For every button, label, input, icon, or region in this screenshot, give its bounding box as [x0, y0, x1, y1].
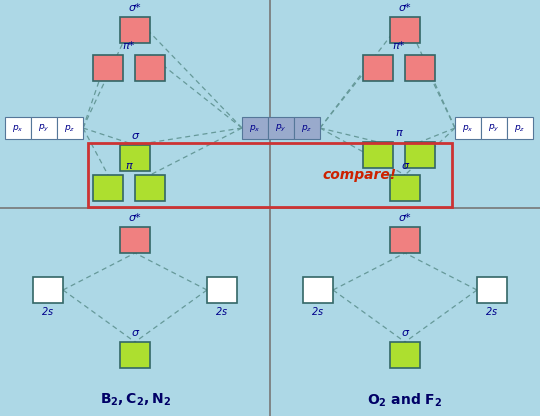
Text: σ: σ: [402, 328, 408, 338]
Text: 2$s$: 2$s$: [312, 305, 325, 317]
Bar: [477, 277, 507, 303]
Bar: [303, 277, 333, 303]
Bar: [481, 117, 507, 139]
Bar: [120, 17, 150, 43]
Bar: [57, 117, 83, 139]
Text: $p_z$: $p_z$: [64, 122, 76, 134]
Bar: [5, 117, 31, 139]
Bar: [390, 17, 420, 43]
Bar: [207, 277, 237, 303]
Bar: [120, 342, 150, 368]
Text: σ*: σ*: [129, 213, 141, 223]
Text: $p_x$: $p_x$: [249, 122, 261, 134]
Text: π*: π*: [393, 41, 405, 51]
Text: σ: σ: [132, 328, 138, 338]
Text: $p_z$: $p_z$: [301, 122, 313, 134]
Text: 2$s$: 2$s$: [485, 305, 498, 317]
Text: $p_y$: $p_y$: [38, 122, 50, 134]
Text: $p_y$: $p_y$: [488, 122, 500, 134]
Text: π*: π*: [123, 41, 135, 51]
Bar: [93, 175, 123, 201]
Bar: [120, 227, 150, 253]
Text: $p_x$: $p_x$: [462, 122, 474, 134]
Text: $p_x$: $p_x$: [12, 122, 24, 134]
Bar: [120, 145, 150, 171]
Text: σ*: σ*: [399, 3, 411, 13]
Text: σ: σ: [132, 131, 138, 141]
Text: σ*: σ*: [129, 3, 141, 13]
Bar: [390, 175, 420, 201]
Bar: [405, 55, 435, 81]
Text: $p_z$: $p_z$: [515, 122, 525, 134]
Bar: [268, 117, 294, 139]
Text: $\mathbf{O_2}$ $\mathbf{and}$ $\mathbf{F_2}$: $\mathbf{O_2}$ $\mathbf{and}$ $\mathbf{F…: [367, 391, 443, 409]
Text: 2$s$: 2$s$: [42, 305, 55, 317]
Text: π: π: [126, 161, 132, 171]
Bar: [363, 55, 393, 81]
Bar: [135, 55, 165, 81]
Bar: [390, 227, 420, 253]
Bar: [363, 142, 393, 168]
Bar: [88, 143, 452, 207]
Bar: [294, 117, 320, 139]
Text: σ*: σ*: [399, 213, 411, 223]
Bar: [242, 117, 268, 139]
Bar: [135, 175, 165, 201]
Text: $p_y$: $p_y$: [275, 122, 287, 134]
Text: compare!: compare!: [323, 168, 397, 182]
Text: π: π: [396, 128, 402, 138]
Text: $\mathbf{B_2, C_2, N_2}$: $\mathbf{B_2, C_2, N_2}$: [99, 392, 171, 408]
Bar: [93, 55, 123, 81]
Bar: [405, 142, 435, 168]
Text: 2$s$: 2$s$: [215, 305, 228, 317]
Text: σ: σ: [402, 161, 408, 171]
Bar: [31, 117, 57, 139]
Bar: [507, 117, 533, 139]
Bar: [455, 117, 481, 139]
Bar: [390, 342, 420, 368]
Bar: [33, 277, 63, 303]
